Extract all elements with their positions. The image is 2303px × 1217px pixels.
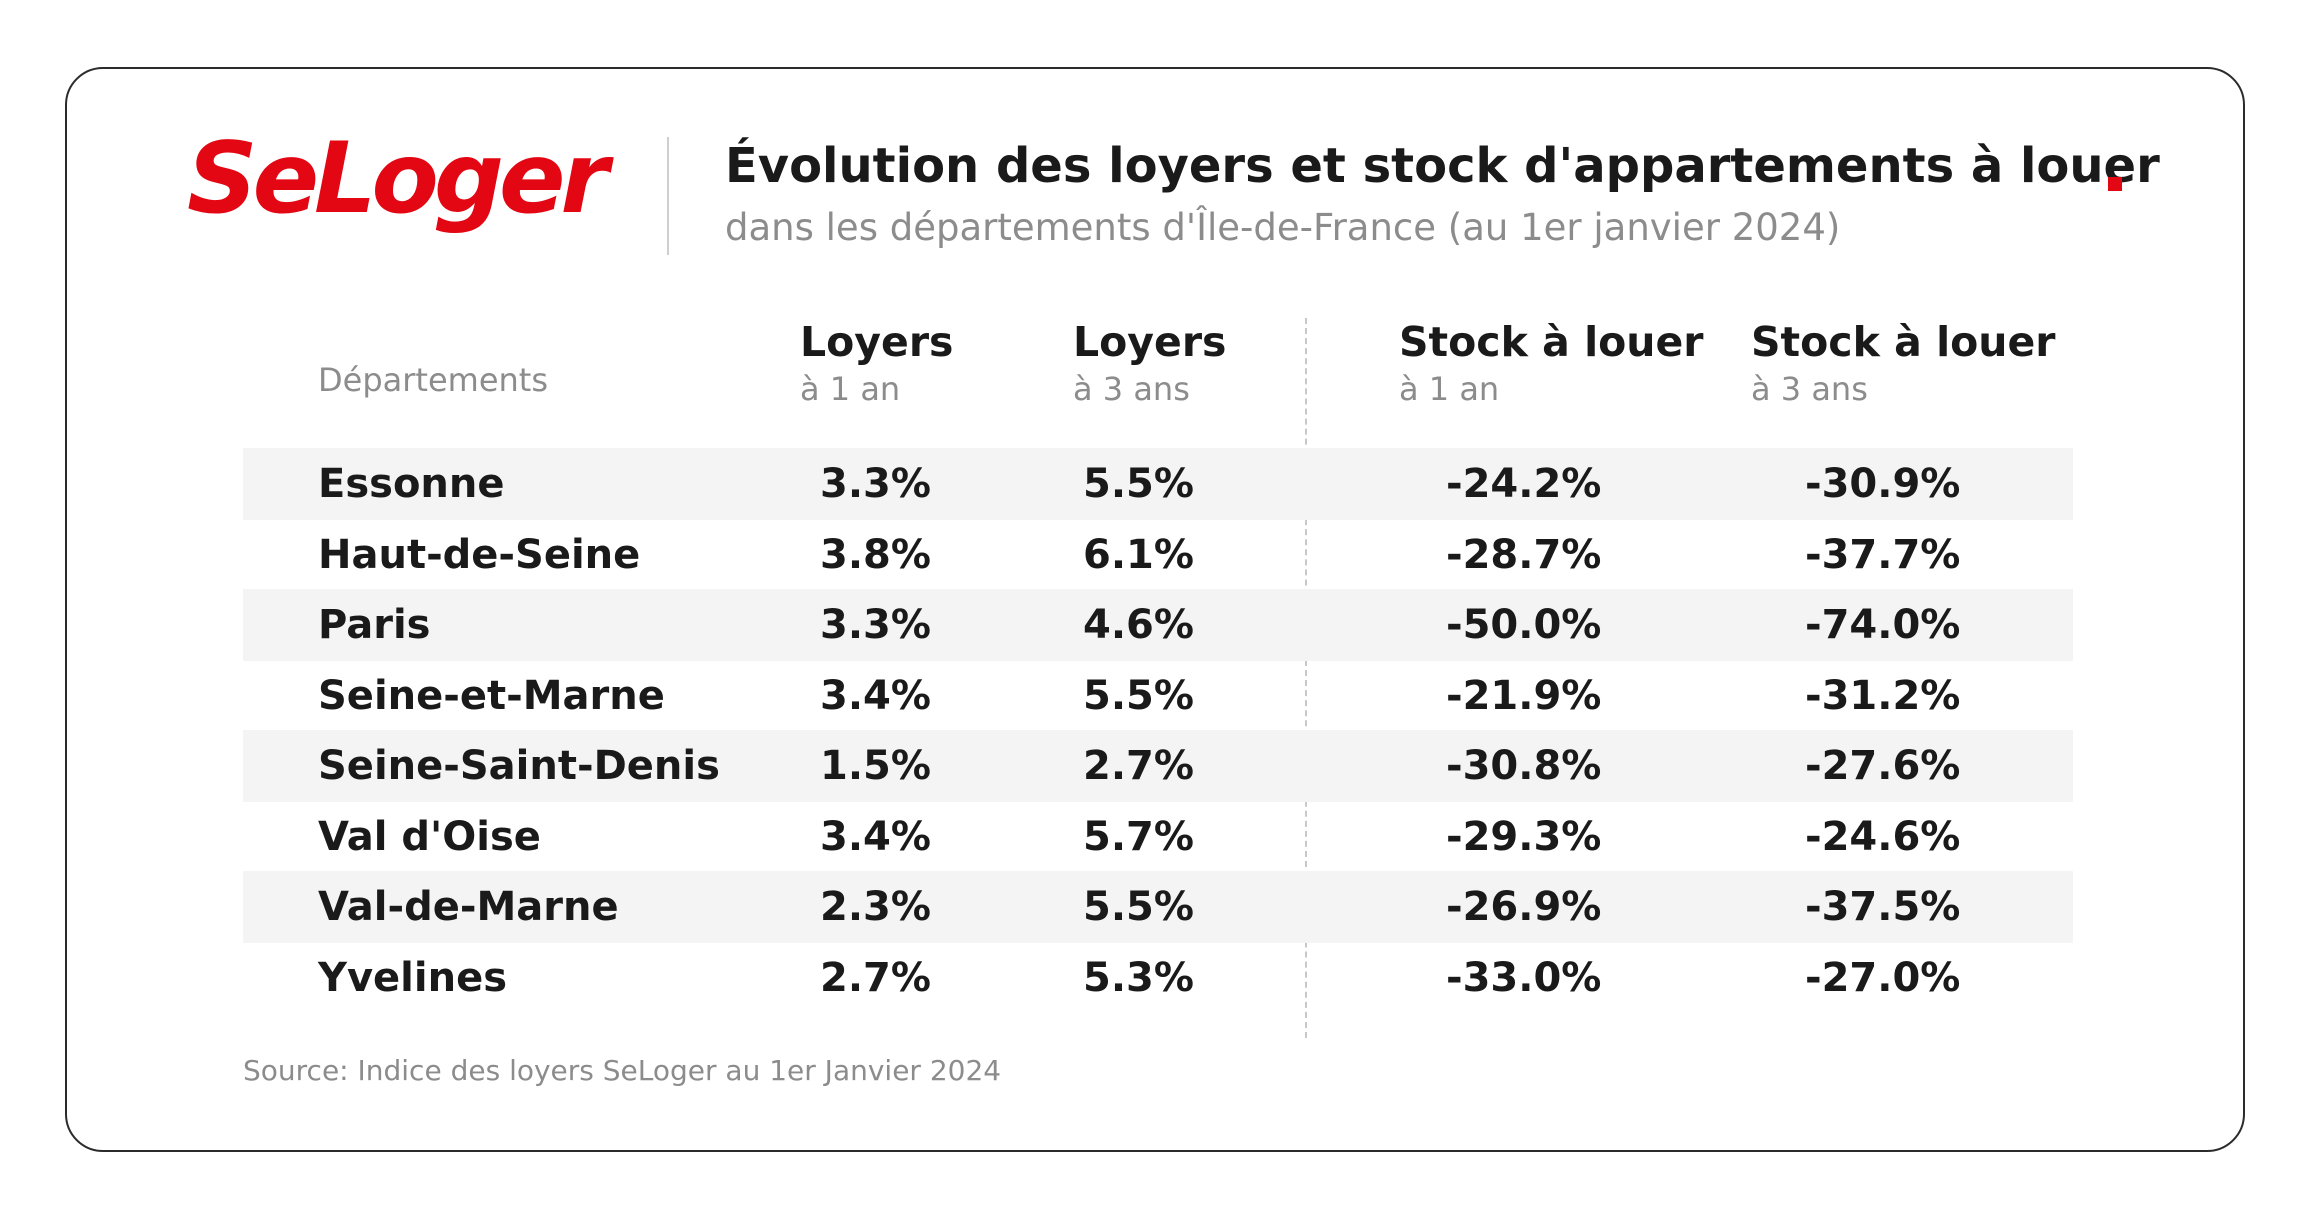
cell-loyers-3ans: 4.6% [1083, 602, 1194, 648]
column-header-label: Loyers [800, 318, 954, 366]
cell-departement: Val d'Oise [318, 813, 541, 860]
cell-loyers-1an: 3.3% [820, 602, 931, 648]
cell-loyers-3ans: 5.5% [1083, 884, 1194, 930]
cell-loyers-1an: 3.4% [820, 672, 931, 719]
cell-stock-1an: -29.3% [1446, 813, 1602, 860]
cell-stock-3ans: -31.2% [1805, 672, 1961, 719]
table-row: Haut-de-Seine 3.8% 6.1% -28.7% -37.7% [243, 519, 2073, 591]
cell-loyers-3ans: 5.3% [1083, 954, 1194, 1001]
cell-stock-1an: -26.9% [1446, 884, 1602, 930]
column-header-loyers-1an: Loyers à 1 an [800, 318, 954, 408]
cell-loyers-3ans: 5.5% [1083, 461, 1194, 507]
cell-stock-3ans: -74.0% [1805, 602, 1961, 648]
chart-title: Évolution des loyers et stock d'appartem… [725, 138, 2160, 194]
cell-loyers-1an: 3.3% [820, 461, 931, 507]
cell-loyers-1an: 2.7% [820, 954, 931, 1001]
header-divider [667, 137, 669, 255]
cell-stock-1an: -21.9% [1446, 672, 1602, 719]
cell-departement: Val-de-Marne [318, 884, 619, 930]
column-header-sublabel: à 3 ans [1073, 370, 1190, 408]
cell-stock-1an: -30.8% [1446, 743, 1602, 789]
source-note: Source: Indice des loyers SeLoger au 1er… [243, 1054, 1002, 1087]
column-header-label: Stock à louer [1751, 318, 2056, 366]
cell-loyers-3ans: 2.7% [1083, 743, 1194, 789]
cell-departement: Essonne [318, 461, 505, 507]
cell-departement: Seine-et-Marne [318, 672, 665, 719]
cell-loyers-3ans: 5.5% [1083, 672, 1194, 719]
column-header-sublabel: à 3 ans [1751, 370, 1868, 408]
cell-loyers-1an: 1.5% [820, 743, 931, 789]
cell-stock-3ans: -37.7% [1805, 531, 1961, 578]
cell-departement: Seine-Saint-Denis [318, 743, 720, 789]
table-row: Seine-et-Marne 3.4% 5.5% -21.9% -31.2% [243, 660, 2073, 732]
cell-stock-1an: -28.7% [1446, 531, 1602, 578]
seloger-logo: SeLoger [187, 122, 609, 236]
table-row: Essonne 3.3% 5.5% -24.2% -30.9% [243, 448, 2073, 520]
column-group-divider [1305, 318, 1307, 1038]
cell-stock-3ans: -30.9% [1805, 461, 1961, 507]
cell-stock-1an: -33.0% [1446, 954, 1602, 1001]
cell-stock-1an: -50.0% [1446, 602, 1602, 648]
column-header-sublabel: à 1 an [1399, 370, 1500, 408]
cell-loyers-3ans: 5.7% [1083, 813, 1194, 860]
cell-stock-1an: -24.2% [1446, 461, 1602, 507]
table-row: Seine-Saint-Denis 1.5% 2.7% -30.8% -27.6% [243, 730, 2073, 802]
table-row: Yvelines 2.7% 5.3% -33.0% -27.0% [243, 942, 2073, 1014]
table-row: Val d'Oise 3.4% 5.7% -29.3% -24.6% [243, 801, 2073, 873]
cell-loyers-3ans: 6.1% [1083, 531, 1194, 578]
title-accent-dot [2108, 177, 2122, 191]
cell-stock-3ans: -37.5% [1805, 884, 1961, 930]
cell-loyers-1an: 2.3% [820, 884, 931, 930]
column-header-sublabel: à 1 an [800, 370, 901, 408]
cell-departement: Haut-de-Seine [318, 531, 641, 578]
column-header-loyers-3ans: Loyers à 3 ans [1073, 318, 1227, 408]
cell-stock-3ans: -27.6% [1805, 743, 1961, 789]
cell-loyers-1an: 3.8% [820, 531, 931, 578]
column-header-stock-3ans: Stock à louer à 3 ans [1751, 318, 2056, 408]
column-header-label: Loyers [1073, 318, 1227, 366]
table-row: Paris 3.3% 4.6% -50.0% -74.0% [243, 589, 2073, 661]
column-header-label: Stock à louer [1399, 318, 1704, 366]
column-header-stock-1an: Stock à louer à 1 an [1399, 318, 1704, 408]
table-row: Val-de-Marne 2.3% 5.5% -26.9% -37.5% [243, 871, 2073, 943]
cell-stock-3ans: -27.0% [1805, 954, 1961, 1001]
column-header-departements: Départements [318, 361, 548, 399]
cell-departement: Yvelines [318, 954, 508, 1001]
cell-departement: Paris [318, 602, 431, 648]
chart-subtitle: dans les départements d'Île-de-France (a… [725, 206, 1841, 249]
cell-loyers-1an: 3.4% [820, 813, 931, 860]
cell-stock-3ans: -24.6% [1805, 813, 1961, 860]
